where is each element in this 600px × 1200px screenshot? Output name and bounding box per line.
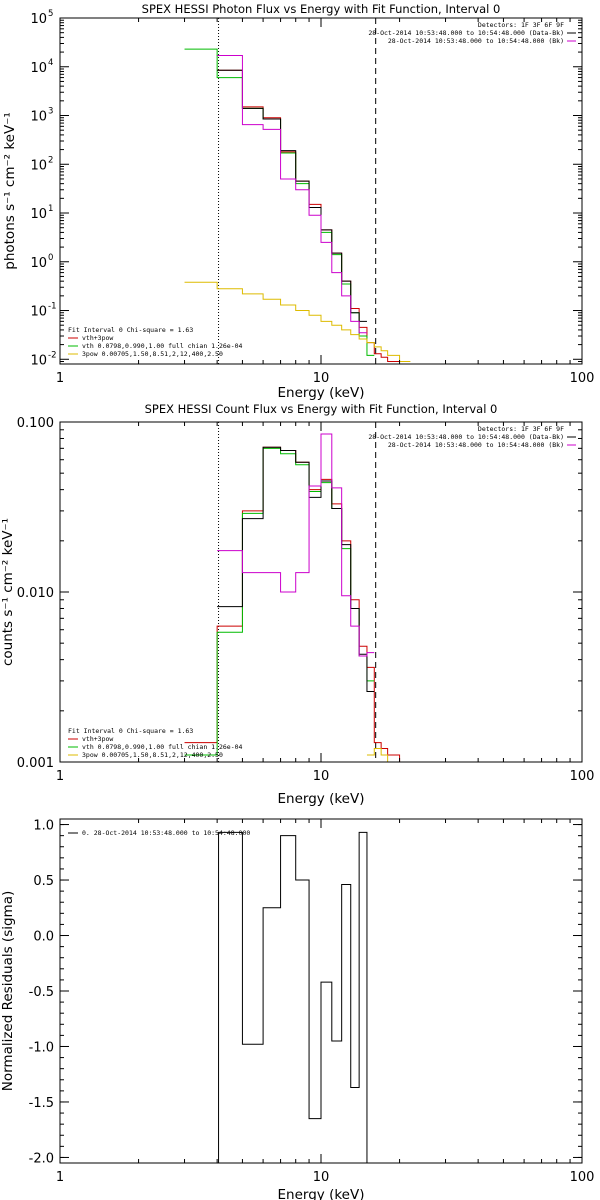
legend-entry: vth+3pow [82, 735, 113, 743]
x-tick-label: 1 [56, 1170, 64, 1185]
x-tick-label: 100 [570, 769, 595, 784]
panel-2: 1 10 100 1.0 0.5 0.0 -0.5 -1.0 -1.5 -2.0 Energy (k… [0, 818, 595, 1200]
series-line-vth [184, 48, 375, 356]
y-tick-label: -2.0 [29, 1151, 54, 1166]
legend-title: Fit Interval 0 Chi-square = 1.63 [68, 727, 193, 735]
legend: 0. 28-Oct-2014 10:53:48.000 to 10:54:48.… [68, 829, 250, 837]
plot-frame [59, 17, 583, 365]
y-tick-label: 0.010 [17, 586, 54, 601]
y-tick-label: 10 [30, 158, 47, 173]
info-line: 28-Oct-2014 10:53:48.000 to 10:54:48.000… [368, 433, 564, 441]
series-line-data [217, 446, 375, 692]
legend-title: Fit Interval 0 Chi-square = 1.63 [68, 326, 193, 334]
y-tick-exponent: 4 [48, 58, 53, 68]
panel-1: SPEX HESSI Count Flux vs Energy with Fit… [0, 402, 594, 807]
x-axis-label: Energy (keV) [278, 791, 365, 807]
info-line: Detectors: 1F 3F 6F 9F [478, 425, 564, 433]
x-tick-label: 100 [570, 1170, 595, 1185]
legend-entry: vth+3pow [82, 334, 113, 342]
y-tick-exponent: 5 [48, 9, 53, 19]
series-line-0 [218, 831, 368, 1163]
y-axis-label: Normalized Residuals (sigma) [0, 891, 16, 1092]
info-line: Detectors: 1F 3F 6F 9F [478, 21, 564, 29]
series-line-vth [184, 447, 375, 756]
series-line-bk [217, 55, 367, 334]
y-tick-label: 1.0 [33, 819, 54, 834]
legend: Fit Interval 0 Chi-square = 1.63vth+3pow… [68, 727, 243, 759]
y-tick-label: 0.0 [33, 930, 54, 945]
y-tick-exponent: 1 [48, 204, 53, 214]
y-tick-label: 10 [30, 256, 47, 271]
x-axis-label: Energy (keV) [278, 1187, 365, 1200]
x-tick-label: 10 [313, 1170, 330, 1185]
y-tick-exponent: -2 [48, 350, 56, 360]
panel-0: SPEX HESSI Photon Flux vs Energy with Fi… [2, 2, 594, 401]
legend-entry: 0. 28-Oct-2014 10:53:48.000 to 10:54:48.… [82, 829, 250, 837]
y-tick-label: -1.5 [29, 1096, 54, 1111]
x-tick-label: 1 [56, 371, 64, 386]
y-tick-exponent: 3 [48, 107, 53, 117]
y-tick-label: 10 [30, 12, 47, 27]
y-tick-label: -1.0 [29, 1040, 54, 1055]
legend-entry: vth 0.0798,0.990,1.00 full chian 1.26e-0… [82, 342, 243, 350]
y-tick-label: 0.001 [17, 756, 54, 771]
y-tick-exponent: -1 [48, 302, 56, 312]
y-tick-label: 10 [30, 110, 47, 125]
series-line-vth+3pow [217, 69, 400, 363]
y-tick-label: 10 [30, 353, 47, 368]
chart-title: SPEX HESSI Photon Flux vs Energy with Fi… [142, 2, 501, 16]
legend-entry: 3pow 0.00705,1.50,8.51,2,12,400,2.50 [82, 751, 223, 759]
chart-title: SPEX HESSI Count Flux vs Energy with Fit… [145, 402, 498, 416]
x-tick-label: 1 [56, 769, 64, 784]
y-axis-label: photons s⁻¹ cm⁻² keV⁻¹ [2, 112, 18, 270]
info-line: 28-Oct-2014 10:53:48.000 to 10:54:48.000… [368, 29, 564, 37]
y-tick-label: 10 [30, 305, 47, 320]
y-tick-label: 0.100 [17, 416, 54, 431]
y-tick-label: -0.5 [29, 985, 54, 1000]
legend: Fit Interval 0 Chi-square = 1.63vth+3pow… [68, 326, 243, 358]
y-axis-label: counts s⁻¹ cm⁻² keV⁻¹ [0, 518, 16, 666]
x-tick-label: 10 [313, 371, 330, 386]
info-line: 28-Oct-2014 10:53:48.000 to 10:54:48.000… [388, 441, 564, 449]
y-tick-label: 10 [30, 207, 47, 222]
y-tick-label: 10 [30, 61, 47, 76]
series-line-bk [217, 433, 375, 657]
legend-entry: vth 0.0798,0.990,1.00 full chian 1.26e-0… [82, 743, 243, 751]
info-line: 28-Oct-2014 10:53:48.000 to 10:54:48.000… [388, 37, 564, 45]
x-tick-label: 10 [313, 769, 330, 784]
y-tick-label: 0.5 [33, 874, 54, 889]
x-tick-label: 100 [570, 371, 595, 386]
legend-entry: 3pow 0.00705,1.50,8.51,2,12,400,2.50 [82, 350, 223, 358]
y-tick-exponent: 2 [48, 155, 53, 165]
series-line-3pow [184, 281, 411, 363]
y-tick-exponent: 0 [48, 253, 53, 263]
x-axis-label: Energy (keV) [278, 385, 365, 401]
